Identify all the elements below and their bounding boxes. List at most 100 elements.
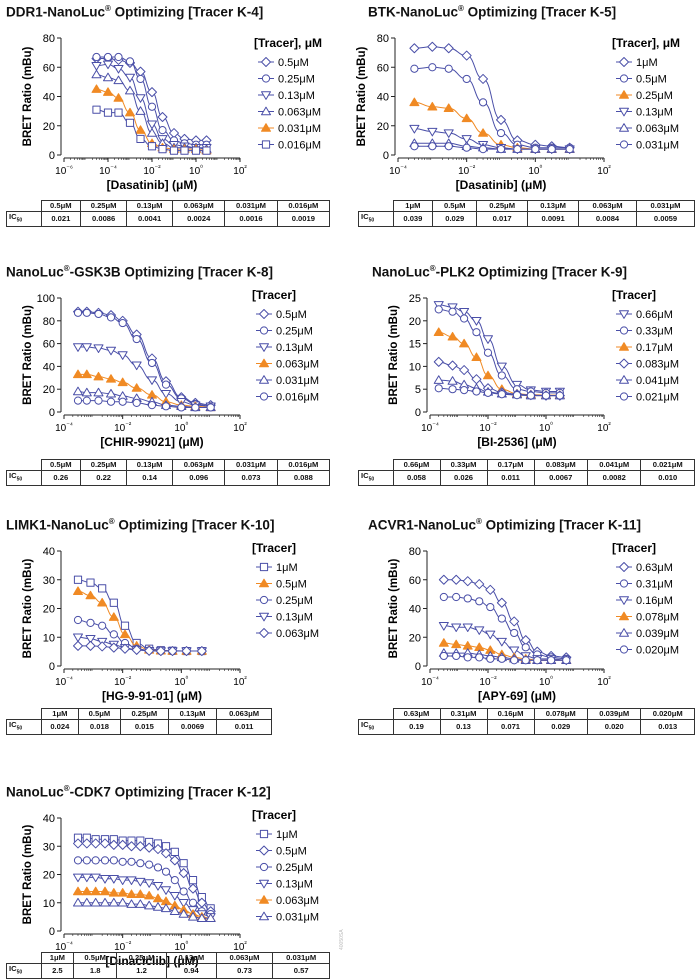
data-point-1μM	[170, 847, 179, 856]
y-tick-label: 40	[409, 604, 421, 616]
data-point-0.016μM	[147, 401, 157, 410]
legend-label: 0.25μM	[276, 326, 313, 338]
y-tick-label: 20	[377, 121, 389, 133]
data-point-0.063μM	[125, 85, 135, 95]
data-point-0.5μM	[169, 855, 180, 866]
legend-label: 0.031μM	[276, 375, 319, 387]
series-line-0.25μM	[77, 859, 211, 915]
x-tick-label: 10²	[233, 676, 247, 688]
data-point-0.25μM	[179, 887, 188, 896]
x-tick-label: 10²	[233, 422, 247, 434]
ic50-table: 1μM 0.5μM 0.25μM 0.13μM 0.063μM 0.031μM IC50 2.…	[6, 952, 330, 979]
table-row-label: IC50	[6, 963, 42, 979]
data-point-0.66μM	[471, 317, 482, 326]
legend-marker-0.083μM	[619, 358, 629, 369]
data-point-0.063μM	[144, 645, 155, 656]
legend-label: 0.25μM	[276, 595, 313, 607]
data-point-0.33μM	[434, 305, 443, 314]
data-point-0.5μM	[496, 128, 506, 138]
data-point-0.063μM	[113, 75, 124, 85]
x-tick-label: 10⁰	[174, 940, 188, 953]
data-point-0.016μM	[191, 403, 200, 412]
data-point-0.25μM	[136, 859, 145, 868]
data-point-0.016μM	[94, 396, 103, 405]
data-point-0.016μM	[103, 108, 113, 117]
data-point-0.13μM	[91, 62, 102, 71]
data-point-0.13μM	[90, 873, 101, 883]
data-point-0.031μM	[90, 897, 101, 907]
data-point-0.13μM	[85, 634, 96, 644]
table-header-cell: 1μM	[40, 952, 75, 964]
data-point-1μM	[478, 73, 489, 84]
y-tick-label: 15	[409, 339, 421, 351]
data-point-1μM	[145, 837, 154, 847]
table-header-cell: 0.063μM	[172, 200, 226, 212]
legend-title: [Tracer]	[252, 808, 296, 822]
legend-title: [Tracer], μM	[254, 36, 322, 50]
data-point-0.031μM	[117, 897, 128, 907]
legend-marker-0.063μM	[259, 358, 269, 368]
data-point-0.25μM	[118, 857, 127, 866]
table-row-label: IC50	[6, 719, 42, 735]
x-tick-label: 10⁻⁴	[421, 676, 439, 688]
data-point-0.031μM	[108, 897, 119, 907]
legend-label: 0.13μM	[278, 90, 315, 102]
data-point-0.13μM	[461, 135, 472, 144]
data-point-0.016μM	[147, 142, 157, 151]
data-point-1μM	[496, 114, 506, 125]
data-point-0.021μM	[472, 387, 481, 396]
table-header-cell: 0.25μM	[116, 952, 167, 964]
data-point-0.083μM	[459, 365, 470, 376]
data-point-0.13μM	[81, 873, 92, 883]
y-tick-label: 100	[37, 293, 55, 305]
legend-label: 0.66μM	[636, 309, 673, 321]
legend-marker-0.5μM	[261, 57, 271, 67]
series-line-0.031μM	[414, 145, 570, 150]
data-point-0.5μM	[144, 842, 155, 853]
data-point-0.063μM	[144, 890, 155, 900]
x-axis-label: [Dasatinib] (μM)	[456, 178, 547, 192]
data-point-0.016μM	[114, 108, 123, 117]
data-point-0.25μM	[427, 101, 438, 111]
data-point-0.031μM	[496, 145, 506, 154]
data-point-0.063μM	[131, 383, 142, 392]
table-header-cell: 0.016μM	[276, 459, 331, 471]
data-point-0.13μM	[126, 876, 137, 885]
y-tick-label: 10	[409, 361, 421, 373]
table-header-cell: 0.063μM	[578, 200, 638, 212]
legend-marker-0.078μM	[619, 611, 629, 621]
data-point-0.020μM	[547, 656, 556, 665]
data-point-0.63μM	[496, 597, 507, 608]
data-point-0.063μM	[103, 72, 113, 82]
data-point-0.31μM	[521, 643, 530, 652]
legend-label: 0.031μM	[636, 140, 679, 152]
data-point-0.5μM	[444, 64, 453, 73]
data-point-0.5μM	[108, 839, 119, 850]
data-point-0.31μM	[463, 594, 472, 603]
data-point-0.13μM	[169, 891, 180, 901]
data-point-0.031μM	[135, 125, 146, 134]
data-point-0.5μM	[90, 838, 101, 849]
data-point-0.31μM	[439, 592, 448, 602]
table-header-cell: 0.5μM	[432, 200, 478, 212]
y-tick-label: 20	[409, 316, 421, 328]
x-tick-label: 10⁰	[528, 164, 542, 177]
data-point-0.63μM	[451, 574, 462, 585]
table-header-cell: 0.041μM	[587, 459, 642, 471]
chart-title: BTK-NanoLuc® Optimizing [Tracer K-5]	[368, 4, 617, 20]
data-point-0.031μM	[125, 107, 135, 117]
data-point-0.17μM	[447, 331, 458, 341]
data-point-0.13μM	[125, 73, 135, 83]
data-point-0.031μM	[72, 386, 83, 396]
data-point-0.063μM	[117, 377, 128, 387]
data-point-0.021μM	[483, 388, 493, 397]
data-point-0.031μM	[188, 912, 199, 921]
table-header-cell: 0.063μM	[172, 459, 226, 471]
y-tick-label: 10	[43, 898, 55, 910]
data-point-0.020μM	[521, 656, 530, 665]
x-tick-label: 10⁻²	[114, 941, 132, 953]
data-point-0.020μM	[497, 654, 506, 663]
